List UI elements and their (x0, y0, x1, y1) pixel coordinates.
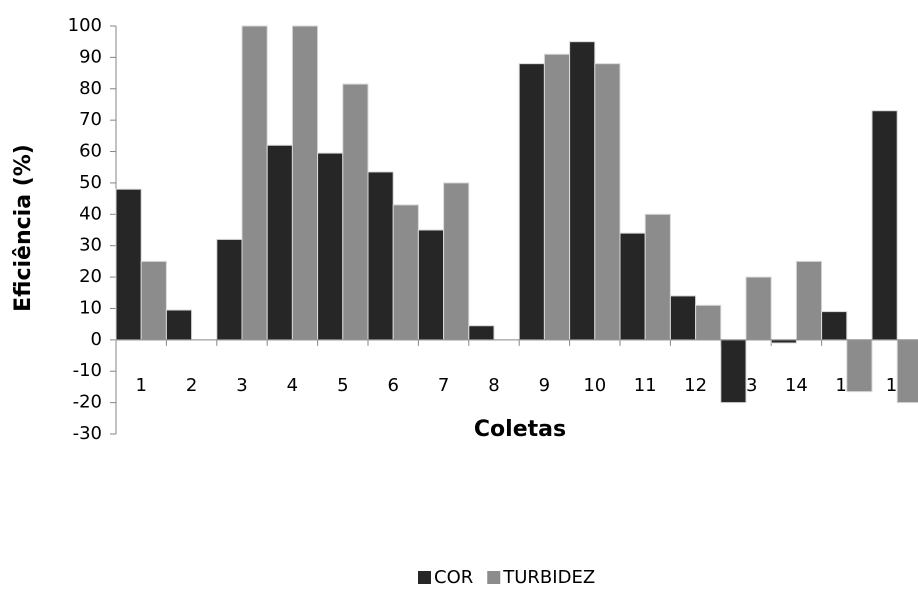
y-axis-title: Eficiência (%) (11, 144, 36, 312)
bar (669, 295, 697, 341)
x-tick-label: 2 (186, 375, 197, 396)
x-tick-label: 8 (488, 375, 499, 396)
x-tick-label: 10 (583, 375, 606, 396)
x-tick-label: 3 (236, 375, 247, 396)
bar (896, 339, 918, 404)
legend-label: TURBIDEZ (502, 567, 595, 588)
bar (392, 204, 419, 341)
x-tick-label: 9 (539, 375, 550, 396)
legend-label: COR (434, 567, 473, 588)
legend-swatch (487, 571, 501, 584)
bar (871, 110, 898, 341)
bar (720, 339, 747, 404)
bar (241, 25, 268, 341)
bar (795, 260, 823, 341)
bar (569, 41, 596, 341)
bar (367, 171, 394, 341)
bar (140, 260, 167, 341)
x-tick-label: 4 (287, 375, 298, 396)
bar (821, 311, 848, 341)
bar (468, 325, 495, 341)
bar (745, 276, 772, 341)
bar (619, 232, 646, 341)
x-tick-label: 14 (785, 375, 808, 396)
y-tick-label: 50 (79, 172, 102, 193)
y-tick-label: 20 (79, 266, 102, 287)
bar (695, 304, 722, 341)
y-tick-label: 70 (79, 109, 102, 130)
bar (115, 188, 142, 341)
y-tick-label: 90 (79, 46, 102, 67)
y-tick-label: -30 (73, 423, 102, 444)
bar (518, 63, 545, 341)
bar (266, 144, 293, 341)
bar (644, 213, 671, 341)
y-tick-label: 10 (79, 297, 102, 318)
bar (165, 309, 193, 341)
x-axis-title: Coletas (474, 417, 566, 442)
bar (216, 238, 243, 341)
bar (543, 53, 571, 341)
legend-swatch (418, 571, 431, 584)
y-tick-label: -10 (73, 360, 102, 381)
x-tick-label: 12 (684, 375, 707, 396)
bar (342, 83, 369, 341)
bar (417, 229, 445, 341)
x-tick-label: 7 (438, 375, 449, 396)
bar (317, 152, 344, 341)
bar (594, 63, 621, 341)
y-tick-label: 30 (79, 235, 102, 256)
y-tick-label: 100 (68, 15, 102, 36)
y-tick-label: 40 (79, 203, 102, 224)
y-tick-label: -20 (73, 392, 102, 413)
y-tick-label: 60 (79, 141, 102, 162)
x-tick-label: 5 (337, 375, 348, 396)
x-tick-label: 6 (387, 375, 398, 396)
bar (846, 339, 873, 393)
bar (443, 182, 470, 341)
y-tick-label: 80 (79, 78, 102, 99)
x-tick-label: 11 (634, 375, 657, 396)
x-tick-label: 1 (135, 375, 146, 396)
bar (291, 25, 319, 341)
y-tick-label: 0 (91, 329, 102, 350)
